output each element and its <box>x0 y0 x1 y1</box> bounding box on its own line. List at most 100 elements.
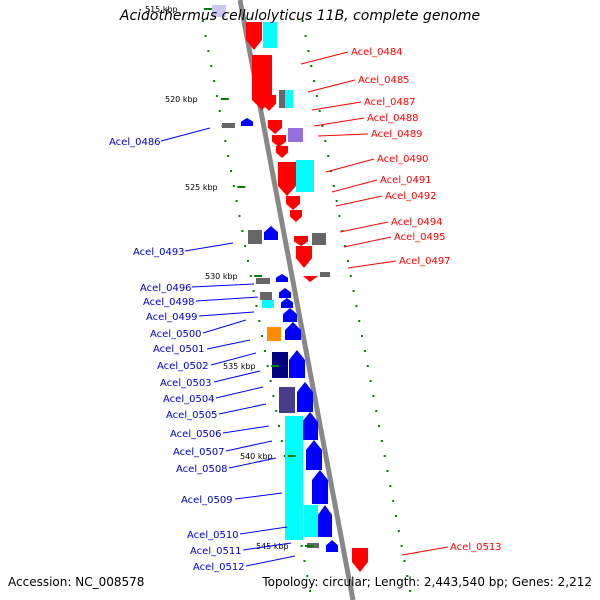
ruler-dot <box>278 425 281 427</box>
ruler-dot <box>263 350 266 352</box>
gene-label-acel-0511[interactable]: Acel_0511 <box>190 546 242 557</box>
leader-line <box>215 386 264 399</box>
ruler-dot <box>269 380 272 382</box>
leader-line <box>202 319 247 334</box>
leader-line <box>195 296 259 302</box>
kbp-tick <box>237 186 246 188</box>
ruler-dot <box>255 305 258 307</box>
leader-line <box>313 117 365 127</box>
ruler-dot <box>355 305 358 307</box>
feature-block <box>312 233 326 245</box>
ruler-dot <box>304 35 307 37</box>
ruler-dot <box>215 95 218 97</box>
ruler-dot <box>392 500 395 502</box>
ruler-dot <box>349 275 352 277</box>
gene-arrow-forward <box>268 120 282 134</box>
feature-block <box>263 22 277 48</box>
gene-arrow-forward <box>272 135 286 147</box>
leader-line <box>234 492 283 500</box>
leader-line <box>213 370 261 383</box>
leader-line <box>222 425 270 434</box>
gene-label-acel-0503[interactable]: Acel_0503 <box>160 378 212 389</box>
ruler-dot <box>338 215 341 217</box>
gene-label-acel-0487[interactable]: Acel_0487 <box>364 97 416 108</box>
gene-label-acel-0484[interactable]: Acel_0484 <box>351 47 403 58</box>
gene-label-acel-0510[interactable]: Acel_0510 <box>187 530 239 541</box>
gene-label-acel-0485[interactable]: Acel_0485 <box>358 75 410 86</box>
gene-label-acel-0493[interactable]: Acel_0493 <box>133 247 185 258</box>
ruler-dot <box>332 185 335 187</box>
gene-label-acel-0488[interactable]: Acel_0488 <box>367 113 419 124</box>
ruler-dot <box>261 335 264 337</box>
ruler-dot <box>403 560 406 562</box>
gene-label-acel-0504[interactable]: Acel_0504 <box>163 394 215 405</box>
gene-label-acel-0507[interactable]: Acel_0507 <box>173 447 225 458</box>
ruler-dot <box>344 245 347 247</box>
gene-label-acel-0499[interactable]: Acel_0499 <box>146 312 198 323</box>
feature-block <box>320 272 330 277</box>
kbp-tick <box>288 455 297 457</box>
ruler-dot <box>283 455 286 457</box>
gene-arrow-forward <box>276 146 288 158</box>
gene-label-acel-0508[interactable]: Acel_0508 <box>176 464 228 475</box>
ruler-dot <box>372 395 375 397</box>
gene-arrow-reverse <box>318 505 332 537</box>
ruler-dot <box>249 275 252 277</box>
ruler-dot <box>244 245 247 247</box>
gene-arrow-forward <box>278 162 296 196</box>
gene-label-acel-0486[interactable]: Acel_0486 <box>109 137 161 148</box>
gene-label-acel-0506[interactable]: Acel_0506 <box>170 429 222 440</box>
gene-label-acel-0501[interactable]: Acel_0501 <box>153 344 205 355</box>
gene-label-acel-0489[interactable]: Acel_0489 <box>371 129 423 140</box>
gene-label-acel-0497[interactable]: Acel_0497 <box>399 256 451 267</box>
feature-block <box>267 327 281 341</box>
ruler-dot <box>258 320 261 322</box>
leader-line <box>325 158 375 173</box>
ruler-dot <box>409 590 412 592</box>
gene-label-acel-0498[interactable]: Acel_0498 <box>143 297 195 308</box>
ruler-dot <box>210 65 213 67</box>
gene-label-acel-0490[interactable]: Acel_0490 <box>377 154 429 165</box>
gene-label-acel-0496[interactable]: Acel_0496 <box>140 283 192 294</box>
gene-label-acel-0494[interactable]: Acel_0494 <box>391 217 443 228</box>
ruler-dot <box>406 575 409 577</box>
ruler-dot <box>380 440 383 442</box>
gene-label-acel-0492[interactable]: Acel_0492 <box>385 191 437 202</box>
leader-line <box>218 403 267 415</box>
feature-block <box>248 230 262 244</box>
leader-line <box>239 526 288 535</box>
leader-line <box>401 546 449 556</box>
leader-line <box>335 195 383 207</box>
ruler-dot <box>241 230 244 232</box>
gene-label-acel-0512[interactable]: Acel_0512 <box>193 562 245 573</box>
gene-label-acel-0495[interactable]: Acel_0495 <box>394 232 446 243</box>
leader-line <box>242 542 292 551</box>
feature-block <box>262 300 274 308</box>
ruler-dot <box>383 455 386 457</box>
gene-label-acel-0502[interactable]: Acel_0502 <box>157 361 209 372</box>
gene-label-acel-0500[interactable]: Acel_0500 <box>150 329 202 340</box>
gene-label-acel-0509[interactable]: Acel_0509 <box>181 495 233 506</box>
gene-label-acel-0491[interactable]: Acel_0491 <box>380 175 432 186</box>
leader-line <box>300 51 349 65</box>
gene-label-acel-0513[interactable]: Acel_0513 <box>450 542 502 553</box>
feature-block <box>222 123 235 128</box>
page-title: Acidothermus cellulolyticus 11B, complet… <box>119 8 481 24</box>
leader-line <box>347 260 397 269</box>
leader-line <box>228 457 277 469</box>
leader-line <box>307 79 356 93</box>
kbp-tick <box>305 545 314 547</box>
gene-arrow-forward <box>294 236 308 246</box>
gene-arrow-forward <box>286 196 300 210</box>
ruler-dot <box>238 215 241 217</box>
gene-label-acel-0505[interactable]: Acel_0505 <box>166 410 218 421</box>
ruler-dot <box>335 200 338 202</box>
ruler-dot <box>306 575 309 577</box>
ruler-dot <box>366 365 369 367</box>
ruler-dot <box>375 410 378 412</box>
ruler-dot <box>280 440 283 442</box>
gene-arrow-forward <box>290 210 302 222</box>
gene-arrow-forward <box>262 95 276 111</box>
ruler-dot <box>309 590 312 592</box>
